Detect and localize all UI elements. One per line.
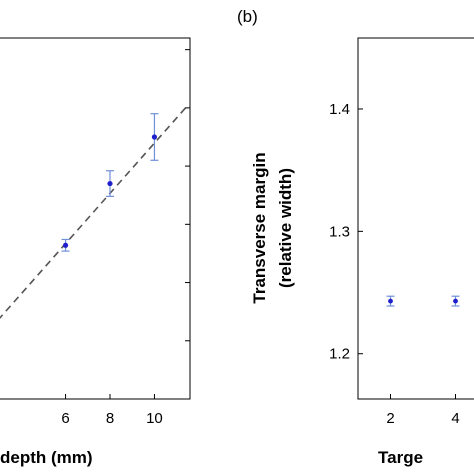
panel-a-x-tick-label: 6 xyxy=(61,410,69,427)
panel-a-x-axis-label: depth (mm) xyxy=(0,448,93,467)
panel-b-label: (b) xyxy=(237,7,258,26)
panel-b-data-point xyxy=(453,298,458,304)
panel-b-data-point xyxy=(388,298,393,304)
panel-a-reference-line-layer xyxy=(0,107,187,320)
panel-a-reference-line xyxy=(0,107,187,320)
panel-b-data-points xyxy=(386,295,460,307)
panel-a-x-tick-label: 8 xyxy=(106,410,114,427)
panel-b-y-tick-label: 1.4 xyxy=(329,101,350,118)
panel-b-x-axis-label: Targe xyxy=(378,448,423,467)
panel-b-x-tick-label: 2 xyxy=(386,410,394,427)
panel-a-x-tick-label: 10 xyxy=(146,410,163,427)
panel-a: 6 8 10 depth (mm) xyxy=(0,37,191,467)
panel-b-y-tick-label: 1.2 xyxy=(329,346,350,363)
panel-a-ticks: 6 8 10 xyxy=(61,49,190,427)
panel-b-y-tick-label: 1.3 xyxy=(329,223,350,240)
panel-b-y-axis-label-line1: Transverse margin xyxy=(250,152,269,303)
panel-b-ticks: 1.2 1.3 1.4 2 4 xyxy=(329,101,460,427)
panel-a-plot-frame xyxy=(0,37,191,400)
panel-a-data-point xyxy=(151,134,158,140)
panel-b-plot-frame xyxy=(357,37,474,400)
panel-a-data-points xyxy=(61,113,159,252)
panel-b: (b) 1.2 1.3 1.4 2 4 Transverse margin (relat… xyxy=(237,7,474,467)
panel-b-x-tick-label: 4 xyxy=(451,410,459,427)
panel-b-y-axis-label-line2: (relative width) xyxy=(276,168,295,288)
panel-a-data-point xyxy=(107,180,113,187)
panel-a-data-point xyxy=(62,242,69,248)
